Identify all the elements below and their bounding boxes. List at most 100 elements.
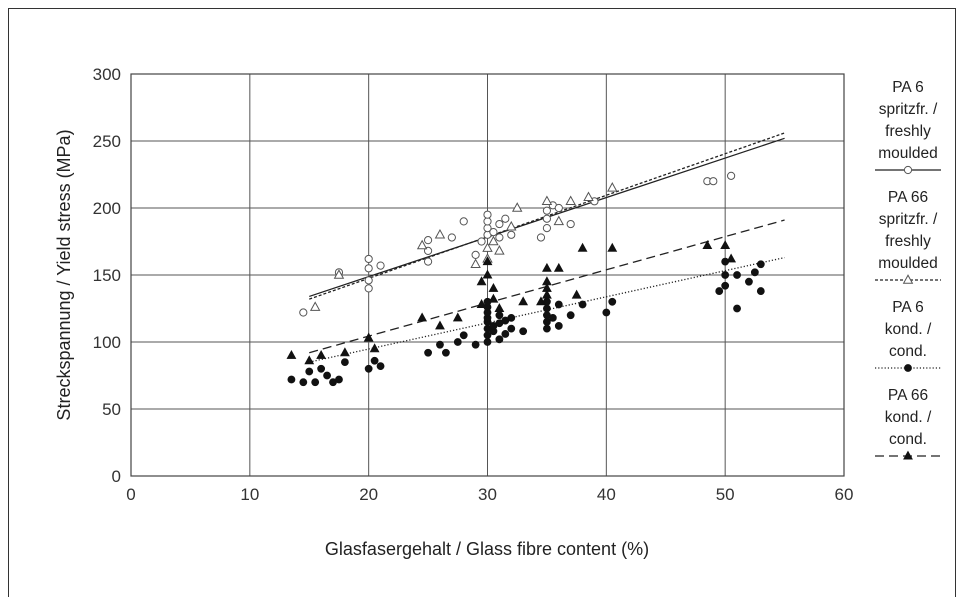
- data-point: [536, 296, 546, 306]
- data-point: [471, 250, 480, 259]
- data-point: [709, 177, 718, 186]
- data-point: [434, 228, 446, 239]
- data-point: [363, 332, 374, 342]
- series-2-points: [309, 182, 618, 311]
- data-point: [727, 171, 736, 180]
- data-point: [720, 240, 731, 250]
- data-point: [488, 282, 499, 292]
- series-3-points: [287, 257, 765, 387]
- data-point: [488, 235, 499, 246]
- data-point: [495, 311, 504, 320]
- data-point: [364, 276, 373, 285]
- data-point: [435, 320, 445, 330]
- data-point: [542, 206, 552, 215]
- data-point: [470, 258, 481, 268]
- y-tick-label: 200: [93, 199, 121, 218]
- data-point: [507, 324, 516, 333]
- legend-label: PA 66: [888, 189, 928, 206]
- data-point: [364, 264, 373, 273]
- data-point: [488, 293, 499, 303]
- y-tick-labels: 0 50 100 150 200 250 300: [93, 65, 121, 486]
- legend-label: spritzfr. /: [879, 211, 938, 228]
- y-tick-label: 150: [93, 266, 121, 285]
- legend-label: kond. /: [885, 409, 932, 426]
- data-point: [750, 268, 759, 277]
- data-point: [733, 271, 741, 279]
- data-points: [286, 171, 765, 387]
- data-point: [483, 338, 492, 346]
- data-point: [494, 303, 505, 313]
- legend-label: PA 6: [892, 299, 924, 316]
- y-tick-label: 300: [93, 65, 121, 84]
- data-point: [554, 203, 563, 213]
- data-point: [543, 324, 551, 333]
- data-point: [541, 195, 553, 205]
- data-point: [286, 349, 297, 359]
- data-point: [376, 261, 385, 270]
- data-point: [608, 297, 617, 306]
- data-point: [607, 242, 618, 252]
- data-point: [542, 262, 552, 272]
- data-point: [369, 343, 380, 353]
- legend: PA 6 spritzfr. / freshly moulded PA 66 spritz…: [875, 79, 941, 460]
- data-point: [364, 284, 373, 293]
- x-tick-label: 40: [597, 485, 616, 504]
- data-point: [542, 289, 552, 299]
- data-point: [494, 245, 505, 255]
- legend-label: spritzfr. /: [879, 101, 938, 118]
- data-point: [715, 287, 724, 295]
- data-point: [477, 237, 486, 246]
- data-point: [507, 230, 516, 239]
- data-point: [553, 215, 565, 226]
- x-tick-labels: 0 10 20 30 40 50 60: [126, 485, 853, 504]
- data-point: [553, 262, 564, 272]
- data-point: [323, 371, 331, 380]
- x-tick-label: 30: [478, 485, 497, 504]
- data-point: [311, 378, 320, 387]
- data-point: [482, 269, 493, 279]
- data-point: [333, 269, 345, 279]
- data-point: [424, 348, 432, 357]
- series-1-points: [299, 171, 736, 317]
- data-point: [416, 239, 428, 250]
- legend-entry-2: PA 66 spritzfr. / freshly moulded: [875, 189, 941, 284]
- x-tick-label: 10: [240, 485, 259, 504]
- y-axis-label: Streckspannung / Yield stress (MPa): [54, 129, 74, 420]
- y-tick-label: 50: [102, 400, 121, 419]
- data-point: [459, 217, 468, 226]
- data-point: [459, 331, 468, 340]
- data-point: [376, 362, 385, 371]
- x-tick-label: 50: [716, 485, 735, 504]
- data-point: [554, 300, 563, 309]
- data-point: [423, 236, 433, 245]
- data-point: [442, 348, 450, 357]
- data-point: [339, 347, 350, 357]
- data-point: [506, 220, 517, 231]
- data-point: [452, 312, 463, 322]
- data-point: [483, 210, 492, 219]
- data-point: [495, 233, 504, 242]
- legend-marker: [903, 450, 913, 460]
- data-point: [507, 313, 516, 322]
- data-point: [577, 242, 588, 252]
- series-4-points: [286, 240, 737, 365]
- x-tick-label: 60: [835, 485, 854, 504]
- data-point: [583, 191, 594, 201]
- data-point: [566, 219, 575, 229]
- data-point: [548, 313, 557, 322]
- data-point: [489, 228, 498, 237]
- figure-frame: [8, 8, 956, 597]
- data-point: [602, 308, 611, 317]
- data-point: [756, 287, 765, 295]
- y-tick-label: 250: [93, 132, 121, 151]
- data-point: [745, 277, 753, 286]
- legend-marker: [903, 165, 913, 175]
- data-point: [482, 242, 493, 252]
- legend-label: moulded: [878, 255, 937, 272]
- data-point: [756, 260, 765, 269]
- data-point: [495, 219, 504, 229]
- data-point: [417, 312, 428, 322]
- data-point: [726, 253, 737, 263]
- data-point: [565, 195, 576, 205]
- y-tick-label: 100: [93, 333, 121, 352]
